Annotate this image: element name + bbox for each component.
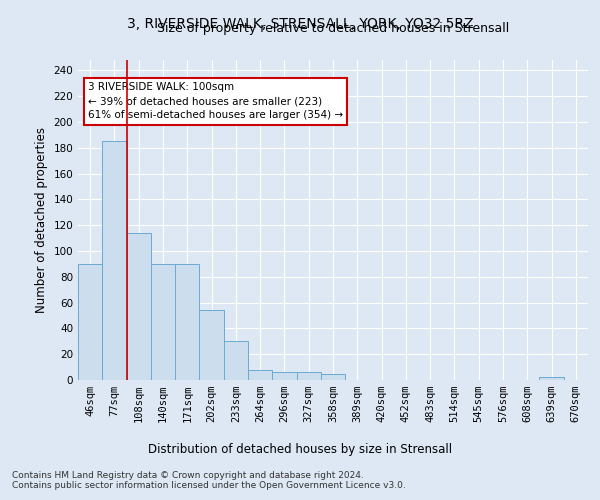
Bar: [199, 310, 224, 380]
Y-axis label: Number of detached properties: Number of detached properties: [35, 127, 48, 313]
Text: 3, RIVERSIDE WALK, STRENSALL, YORK, YO32 5RZ: 3, RIVERSIDE WALK, STRENSALL, YORK, YO32…: [127, 18, 473, 32]
Bar: [321, 374, 345, 380]
Bar: [102, 142, 127, 380]
Bar: [296, 372, 321, 380]
Text: 3 RIVERSIDE WALK: 100sqm
← 39% of detached houses are smaller (223)
61% of semi-: 3 RIVERSIDE WALK: 100sqm ← 39% of detach…: [88, 82, 343, 120]
Bar: [248, 370, 272, 380]
Bar: [127, 233, 151, 380]
Bar: [151, 264, 175, 380]
Bar: [539, 378, 564, 380]
Bar: [78, 264, 102, 380]
Title: Size of property relative to detached houses in Strensall: Size of property relative to detached ho…: [157, 22, 509, 35]
Text: Distribution of detached houses by size in Strensall: Distribution of detached houses by size …: [148, 442, 452, 456]
Text: Contains HM Land Registry data © Crown copyright and database right 2024.
Contai: Contains HM Land Registry data © Crown c…: [12, 470, 406, 490]
Bar: [175, 264, 199, 380]
Bar: [272, 372, 296, 380]
Bar: [224, 342, 248, 380]
